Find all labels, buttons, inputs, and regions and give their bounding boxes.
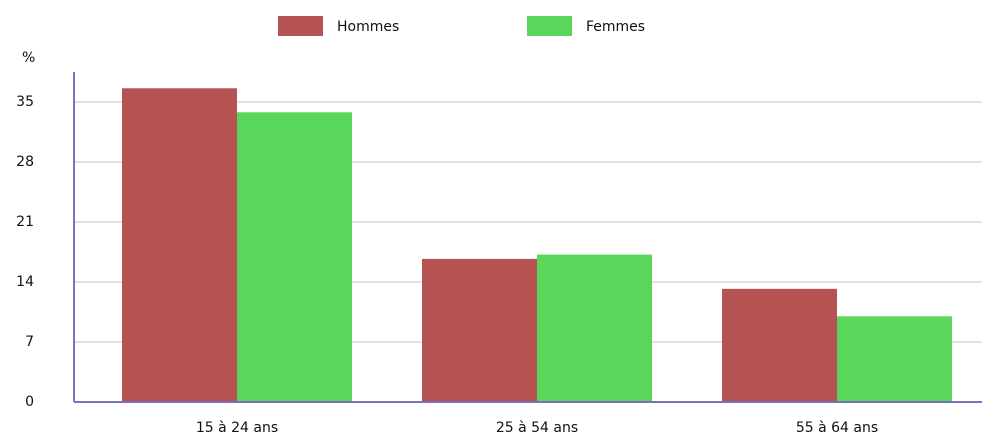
legend-swatch [278,16,323,36]
y-axis-label: % [22,50,35,66]
x-tick-label: 15 à 24 ans [196,420,278,436]
y-tick-label: 7 [25,334,34,350]
legend-label: Femmes [586,19,645,35]
bar [537,254,652,402]
bar [722,288,837,402]
legend-swatch [527,16,572,36]
bar [422,258,537,402]
bar [122,88,237,403]
y-tick-label: 21 [16,214,34,230]
legend-label: Hommes [337,19,399,35]
bar [237,112,352,403]
bar [837,316,952,402]
x-tick-label: 55 à 64 ans [796,420,878,436]
x-tick-label: 25 à 54 ans [496,420,578,436]
y-tick-label: 14 [16,274,34,290]
y-tick-label: 35 [16,94,34,110]
y-tick-label: 0 [25,394,34,410]
y-tick-label: 28 [16,154,34,170]
